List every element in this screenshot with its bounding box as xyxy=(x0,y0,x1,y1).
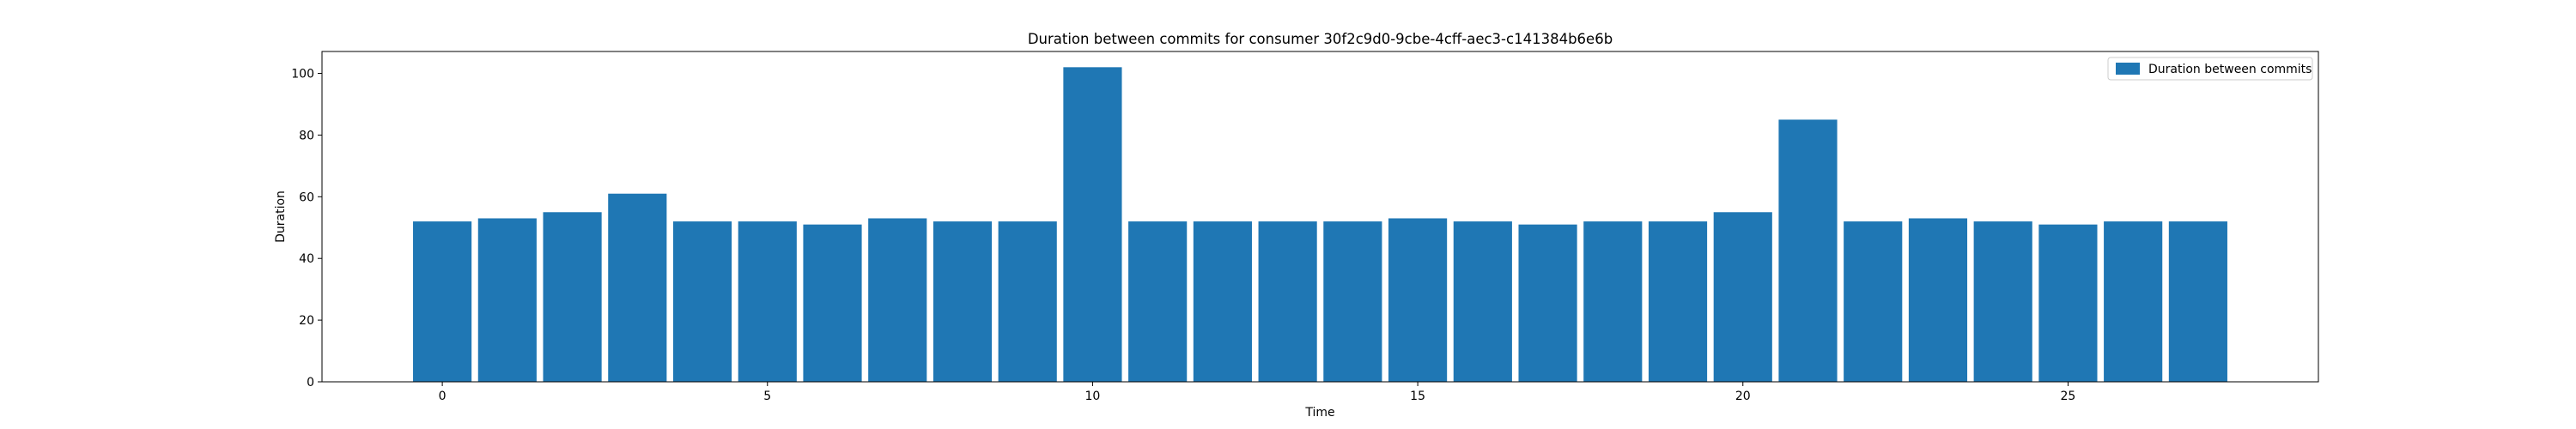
bar-8 xyxy=(933,221,993,382)
plot-frame xyxy=(321,51,2319,383)
legend[interactable]: Duration between commits xyxy=(2107,57,2313,81)
bar-7 xyxy=(868,218,927,382)
bar-13 xyxy=(1258,221,1317,382)
y-tick-label: 100 xyxy=(291,68,314,82)
legend-swatch xyxy=(2116,63,2140,75)
bar-25 xyxy=(2038,224,2098,382)
bar-12 xyxy=(1193,221,1252,382)
bar-24 xyxy=(1973,221,2032,382)
bar-16 xyxy=(1453,221,1512,382)
bar-19 xyxy=(1648,221,1708,382)
bar-26 xyxy=(2104,221,2163,382)
x-axis-label: Time xyxy=(1304,406,1334,420)
bar-18 xyxy=(1583,221,1643,382)
x-tick-label: 25 xyxy=(2061,390,2076,403)
bar-10 xyxy=(1063,67,1122,382)
bar-14 xyxy=(1323,221,1382,382)
y-axis: 0 20 40 60 80 100 xyxy=(291,68,322,390)
x-axis: 0 5 10 15 20 25 xyxy=(439,382,2076,403)
bar-1 xyxy=(477,218,537,382)
x-tick-label: 15 xyxy=(1410,390,1425,403)
bar-23 xyxy=(1908,218,1968,382)
bar-15 xyxy=(1388,218,1448,382)
bar-0 xyxy=(413,221,472,382)
bar-27 xyxy=(2168,221,2227,382)
legend-frame xyxy=(2107,57,2313,81)
x-tick-label: 5 xyxy=(763,390,771,403)
bar-20 xyxy=(1713,212,1772,382)
bar-3 xyxy=(608,193,667,382)
bar-21 xyxy=(1778,119,1838,382)
y-tick-label: 60 xyxy=(299,190,314,204)
bar-4 xyxy=(672,221,732,382)
y-tick-label: 20 xyxy=(299,314,314,328)
bar-2 xyxy=(543,212,602,382)
x-tick-label: 10 xyxy=(1085,390,1101,403)
chart-title: Duration between commits for consumer 30… xyxy=(1028,31,1613,47)
bar-5 xyxy=(738,221,797,382)
x-tick-label: 20 xyxy=(1735,390,1751,403)
bar-11 xyxy=(1128,221,1188,382)
bar-17 xyxy=(1518,224,1577,382)
y-tick-label: 80 xyxy=(299,129,314,142)
y-tick-label: 0 xyxy=(307,376,314,390)
legend-label: Duration between commits xyxy=(2148,63,2312,76)
bar-22 xyxy=(1844,221,1903,382)
bar-9 xyxy=(998,221,1057,382)
y-axis-label: Duration xyxy=(274,190,288,243)
x-tick-label: 0 xyxy=(439,390,447,403)
bar-6 xyxy=(803,224,862,382)
bars-group xyxy=(413,67,2227,382)
y-tick-label: 40 xyxy=(299,252,314,266)
